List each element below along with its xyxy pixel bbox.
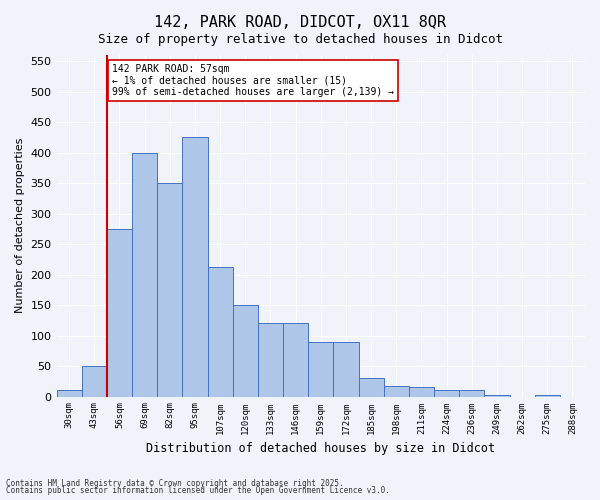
Bar bbox=[233, 305, 258, 396]
Text: 142 PARK ROAD: 57sqm
← 1% of detached houses are smaller (15)
99% of semi-detach: 142 PARK ROAD: 57sqm ← 1% of detached ho… bbox=[112, 64, 394, 98]
Bar bbox=[107, 229, 132, 396]
Text: Contains HM Land Registry data © Crown copyright and database right 2025.: Contains HM Land Registry data © Crown c… bbox=[6, 478, 344, 488]
Bar bbox=[459, 390, 484, 396]
Bar bbox=[82, 366, 107, 396]
Bar bbox=[434, 390, 459, 396]
Bar bbox=[157, 183, 182, 396]
Bar bbox=[409, 388, 434, 396]
Text: Contains public sector information licensed under the Open Government Licence v3: Contains public sector information licen… bbox=[6, 486, 390, 495]
Bar bbox=[383, 386, 409, 396]
Bar bbox=[208, 266, 233, 396]
Text: Size of property relative to detached houses in Didcot: Size of property relative to detached ho… bbox=[97, 32, 503, 46]
Bar bbox=[132, 152, 157, 396]
Bar bbox=[308, 342, 334, 396]
Y-axis label: Number of detached properties: Number of detached properties bbox=[15, 138, 25, 314]
Bar bbox=[182, 138, 208, 396]
Bar bbox=[283, 324, 308, 396]
Text: 142, PARK ROAD, DIDCOT, OX11 8QR: 142, PARK ROAD, DIDCOT, OX11 8QR bbox=[154, 15, 446, 30]
Bar bbox=[56, 390, 82, 396]
Bar bbox=[334, 342, 359, 396]
X-axis label: Distribution of detached houses by size in Didcot: Distribution of detached houses by size … bbox=[146, 442, 496, 455]
Bar bbox=[484, 394, 509, 396]
Bar bbox=[258, 324, 283, 396]
Bar bbox=[359, 378, 383, 396]
